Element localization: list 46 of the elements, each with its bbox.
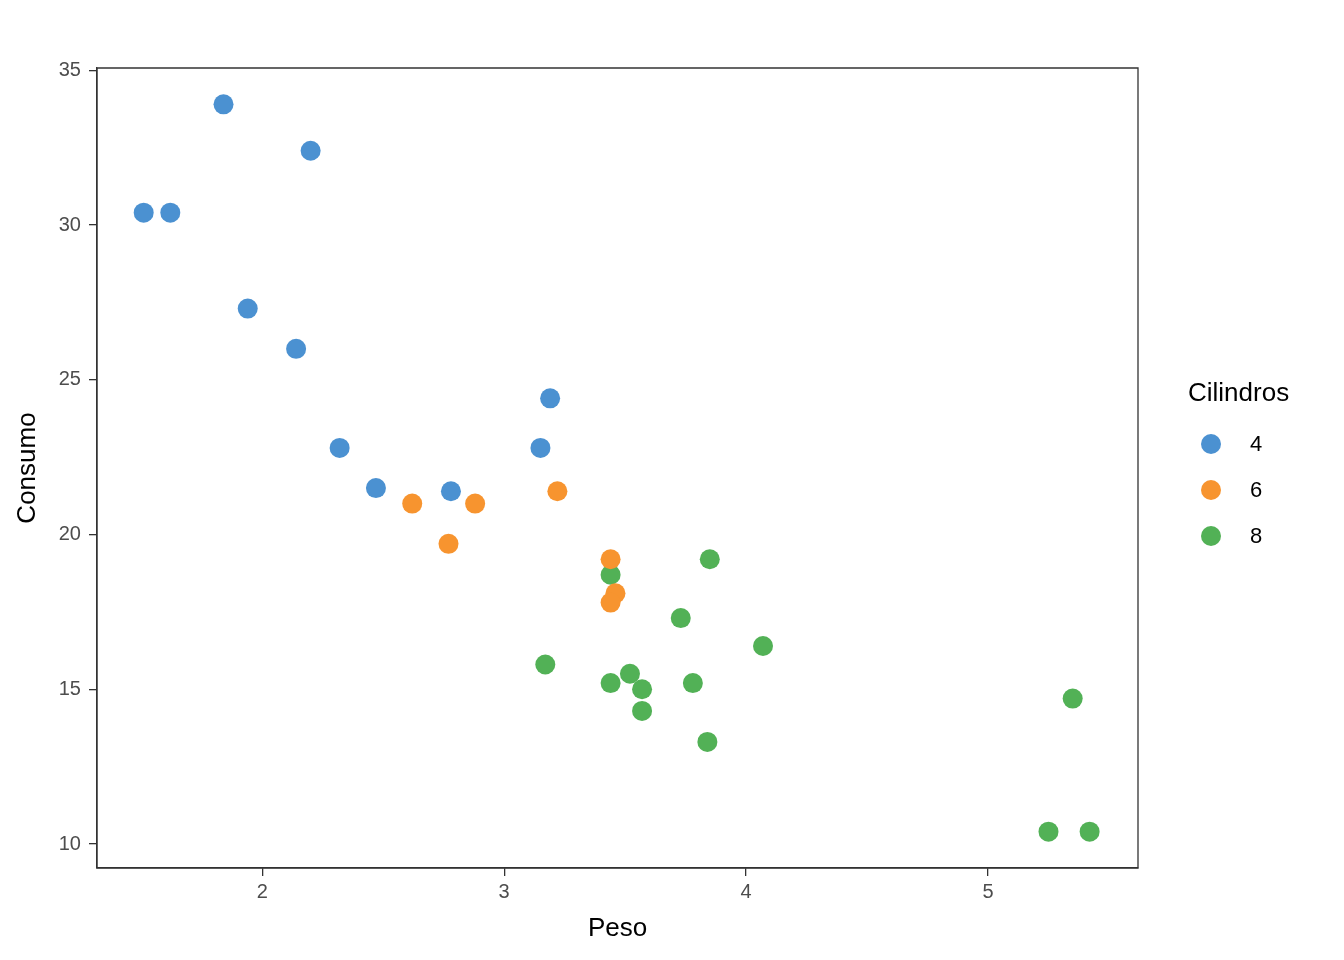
point (600, 673, 621, 694)
point (670, 608, 691, 629)
point (365, 478, 386, 499)
point (286, 338, 307, 359)
point (133, 202, 154, 223)
point (300, 140, 321, 161)
legend-label: 4 (1250, 430, 1263, 458)
point (697, 731, 718, 752)
point (438, 533, 459, 554)
point (402, 493, 423, 514)
point (619, 663, 640, 684)
point (600, 549, 621, 570)
y-tick-label: 10 (58, 831, 81, 854)
point (632, 679, 653, 700)
x-tick-label: 4 (740, 879, 752, 902)
point (682, 673, 703, 694)
point (535, 654, 556, 675)
point (632, 700, 653, 721)
y-axis-title: Consumo (10, 412, 41, 524)
point (237, 298, 258, 319)
point (329, 437, 350, 458)
point (530, 437, 551, 458)
legend-label: 8 (1250, 522, 1263, 550)
point (465, 493, 486, 514)
y-tick-label: 25 (58, 367, 81, 390)
y-tick-label: 15 (58, 676, 81, 699)
point (547, 481, 568, 502)
y-tick-label: 30 (58, 212, 81, 235)
x-tick-label: 5 (982, 879, 994, 902)
y-tick-label: 35 (58, 57, 81, 80)
legend-label: 6 (1250, 476, 1263, 504)
point (753, 635, 774, 656)
point (160, 202, 181, 223)
point (213, 94, 234, 115)
legend-title: Cilindros (1188, 376, 1290, 409)
point (440, 481, 461, 502)
point (699, 549, 720, 570)
point (540, 388, 561, 409)
x-tick-label: 3 (498, 879, 510, 902)
x-tick-label: 2 (256, 879, 268, 902)
point (1062, 688, 1083, 709)
y-tick-label: 20 (58, 522, 81, 545)
point (1079, 821, 1100, 842)
point (1038, 821, 1059, 842)
x-axis-title: Peso (587, 911, 648, 942)
point (600, 592, 621, 613)
